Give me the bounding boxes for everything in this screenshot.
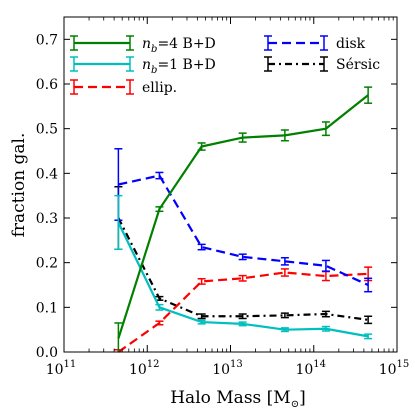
series-line-disk [118, 174, 369, 287]
legend-item-ellip: ellip. [70, 79, 177, 96]
error-bar-sersic [197, 313, 206, 320]
error-bar-sersic [280, 312, 289, 319]
ticks-layer: 0.0 0.1 0.2 0.3 0.4 0.5 0.6 0.7 1011 1012 1013 1014… [36, 17, 410, 378]
error-bar-nb1 [114, 194, 123, 251]
x-tick-label: 1013 [212, 359, 243, 378]
y-tick-label: 0.4 [36, 166, 58, 182]
error-bar-nb1 [364, 333, 373, 340]
legend-item-nb4: nb=4 B+D [70, 35, 216, 55]
error-bar-ellip [238, 274, 247, 282]
series-line-ellip [117, 271, 369, 353]
y-tick-label: 0.1 [36, 300, 58, 316]
error-bar-ellip [155, 320, 164, 326]
legend: nb=4 B+D nb=1 B+D ellip. disk Sérsic [70, 35, 380, 96]
error-bar-sersic [364, 315, 373, 325]
y-tick-label: 0.0 [36, 345, 58, 361]
legend-item-sersic: Sérsic [264, 56, 380, 73]
legend-item-disk: disk [264, 35, 366, 52]
plot-layer [114, 86, 373, 353]
error-bar-nb1 [238, 321, 247, 327]
legend-label: nb=1 B+D [142, 57, 216, 76]
x-tick-label: 1014 [295, 359, 326, 378]
error-bar-disk [197, 243, 206, 251]
legend-label: ellip. [142, 80, 177, 96]
error-bar-nb1 [155, 303, 164, 311]
x-tick-label: 1012 [129, 359, 160, 378]
error-bar-disk [321, 259, 330, 272]
y-tick-label: 0.3 [36, 211, 58, 227]
legend-label: nb=4 B+D [142, 36, 216, 55]
legend-item-nb1: nb=1 B+D [70, 56, 216, 76]
error-bar-disk [238, 253, 247, 261]
error-bar-nb4 [114, 322, 123, 352]
error-bar-nb4 [238, 132, 247, 143]
error-bar-nb1 [197, 319, 206, 325]
error-bar-ellip [197, 277, 206, 285]
error-bar-nb4 [321, 121, 330, 137]
error-bar-nb4 [364, 86, 373, 104]
x-tick-label: 1011 [46, 359, 77, 378]
error-bar-nb4 [155, 206, 164, 213]
error-bar-disk [155, 171, 164, 180]
x-tick-label: 1015 [379, 359, 410, 378]
legend-label: disk [336, 36, 366, 52]
legend-label: Sérsic [336, 57, 380, 73]
x-axis-label: Halo Mass [M⊙] [170, 388, 306, 410]
y-axis-label: fraction gal. [9, 133, 29, 238]
y-tick-label: 0.7 [36, 32, 58, 48]
y-tick-label: 0.2 [36, 256, 58, 272]
error-bar-nb1 [280, 327, 289, 333]
error-bar-disk [280, 257, 289, 266]
error-bar-disk [364, 277, 373, 293]
error-bar-ellip [280, 268, 289, 277]
y-tick-label: 0.5 [36, 122, 58, 138]
error-bar-nb1 [321, 325, 330, 332]
error-bar-nb4 [197, 142, 206, 151]
error-bar-sersic [321, 310, 330, 318]
error-bar-nb4 [280, 129, 289, 142]
error-bar-sersic [238, 313, 247, 320]
y-tick-label: 0.6 [36, 77, 58, 93]
